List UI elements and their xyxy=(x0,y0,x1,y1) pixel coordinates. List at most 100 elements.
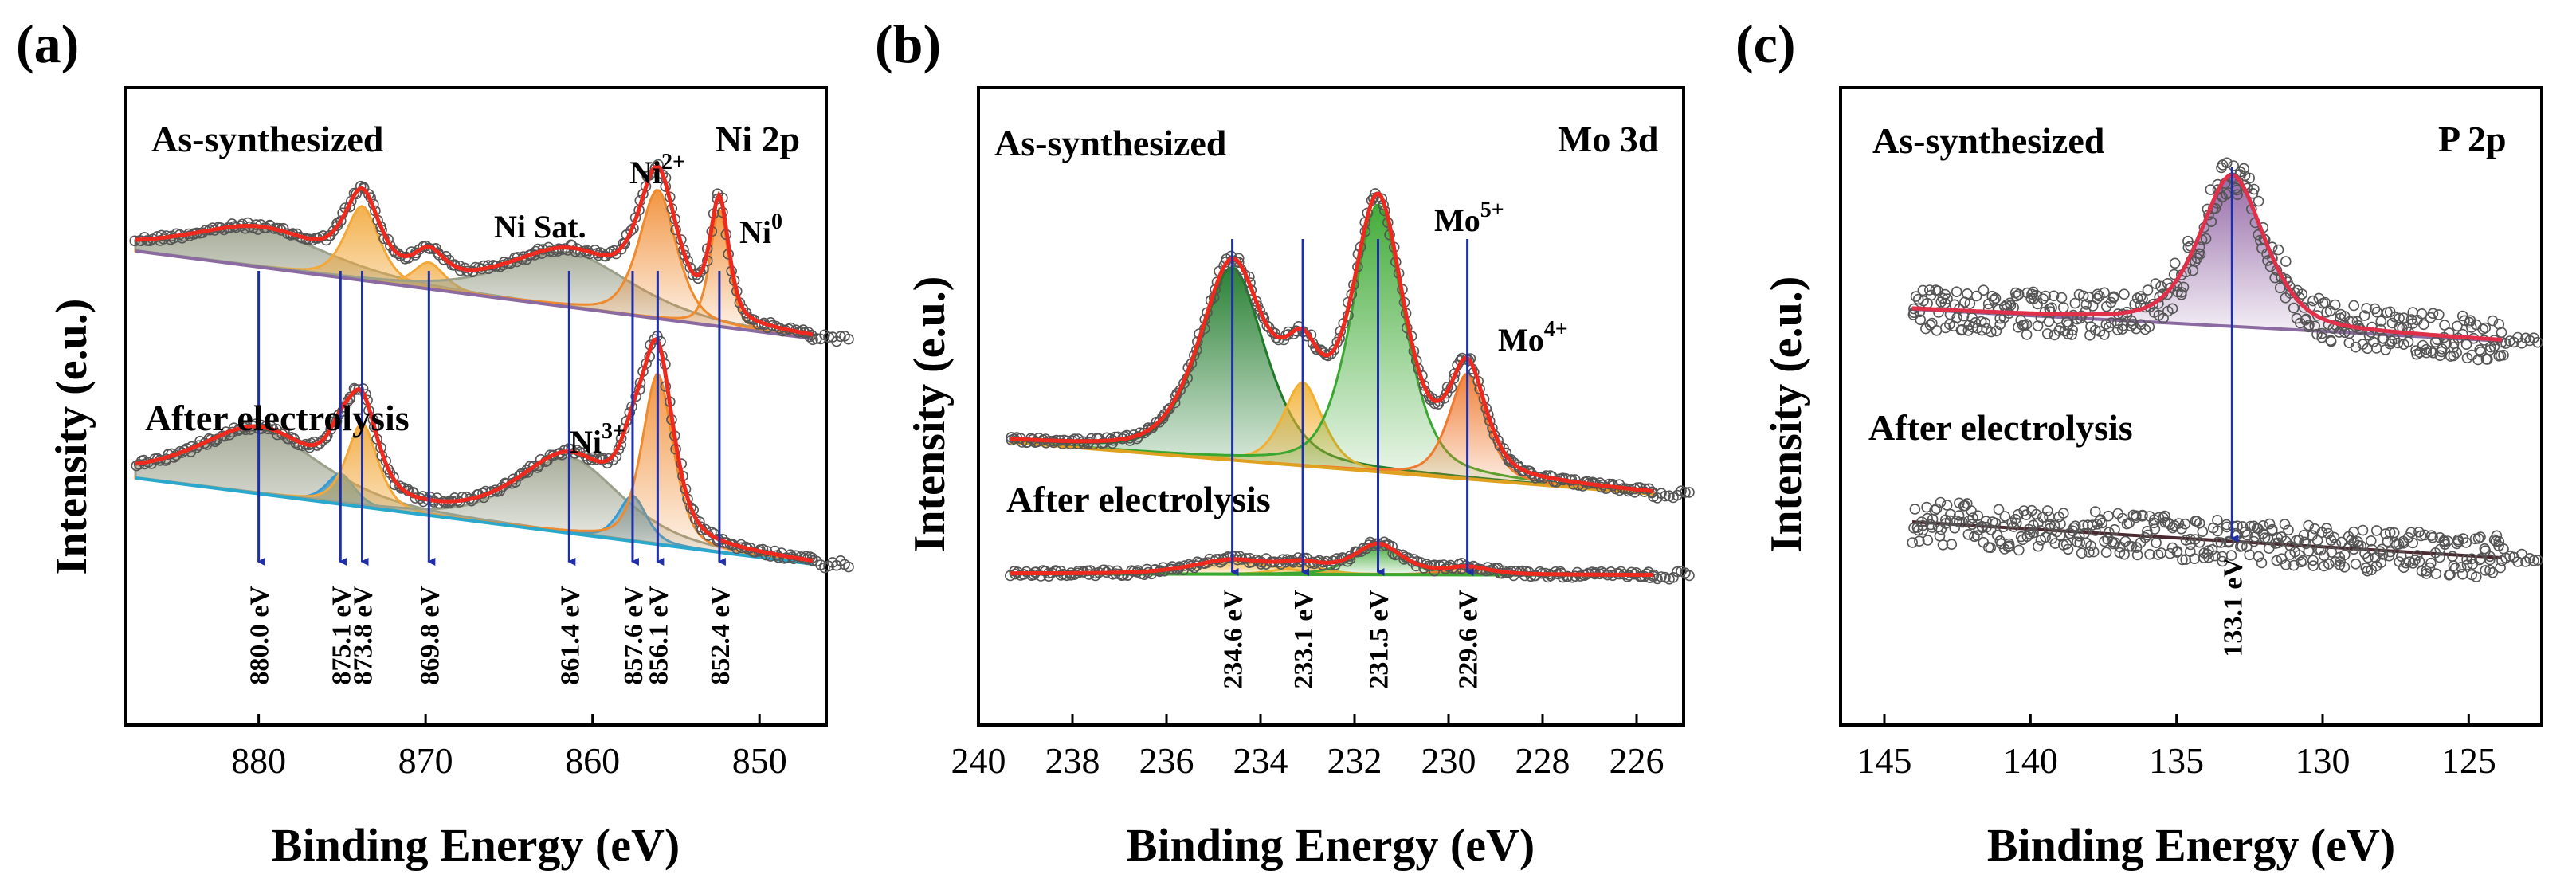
data-point xyxy=(2142,284,2154,296)
data-point xyxy=(1684,570,1695,582)
data-point xyxy=(2013,288,2025,300)
data-point xyxy=(1907,537,1918,548)
data-point xyxy=(2238,163,2249,174)
data-point xyxy=(2144,548,2155,560)
data-point xyxy=(2303,519,2314,531)
panel-c-y-axis-label: Intensity (e.u.) xyxy=(1762,276,1811,553)
data-point xyxy=(2484,564,2496,576)
data-point xyxy=(2253,195,2264,207)
panel-c-x-ticks: 145 140 135 130 125 xyxy=(1857,714,2496,781)
data-point xyxy=(2010,290,2022,302)
x-tick-label: 870 xyxy=(398,740,453,781)
fit-envelope xyxy=(1010,191,1654,493)
data-point xyxy=(2309,320,2320,332)
annotation-label: 234.6 eV xyxy=(1219,590,1249,689)
data-point xyxy=(2384,527,2396,539)
energy-annotations: 234.6 eV 233.1 eV 231.5 eV 229.6 eV xyxy=(1219,239,1484,689)
data-point xyxy=(2279,519,2291,530)
fit-envelope xyxy=(135,336,814,563)
data-point xyxy=(2296,288,2307,300)
data-point xyxy=(2427,308,2439,320)
data-point xyxy=(1660,490,1671,502)
data-point xyxy=(2414,347,2425,359)
panel-a-x-ticks: 880 870 860 850 xyxy=(231,714,787,781)
data-point xyxy=(2028,527,2039,539)
data-point xyxy=(1118,570,1129,581)
data-point xyxy=(2318,560,2330,572)
data-point xyxy=(2005,300,2017,312)
data-point xyxy=(2027,286,2039,298)
data-point xyxy=(2041,328,2053,339)
data-point xyxy=(615,243,627,255)
data-point xyxy=(2307,555,2319,566)
data-point xyxy=(2040,290,2051,302)
fit-envelope xyxy=(1911,173,2503,342)
species-ni3: Ni3+ xyxy=(570,419,625,460)
data-point xyxy=(2386,317,2398,329)
data-point xyxy=(2348,300,2359,312)
data-point xyxy=(2457,568,2468,580)
data-point xyxy=(1931,324,1943,336)
data-point xyxy=(2321,523,2332,534)
series-as-synthesized xyxy=(1006,188,1695,504)
data-point xyxy=(2307,295,2319,307)
data-point xyxy=(2215,537,2227,548)
x-tick-label: 135 xyxy=(2149,740,2204,781)
data-point xyxy=(2455,562,2467,573)
data-point xyxy=(1946,539,1958,551)
data-point xyxy=(1269,327,1280,339)
data-point xyxy=(1967,512,1978,523)
data-point xyxy=(1991,529,2003,541)
data-point xyxy=(2419,529,2430,541)
data-point xyxy=(1513,461,1524,473)
data-point xyxy=(2358,310,2370,321)
panel-c-x-axis-label: Binding Energy (eV) xyxy=(1987,819,2395,871)
data-point xyxy=(1261,320,1272,331)
data-point xyxy=(1954,516,1965,528)
data-point xyxy=(835,555,846,566)
data-point xyxy=(2296,556,2307,568)
annotation-label: 875.1 eV xyxy=(327,586,356,685)
panel-a-label: (a) xyxy=(16,14,79,74)
data-point xyxy=(2197,526,2209,538)
data-point xyxy=(2048,290,2060,302)
data-point xyxy=(2294,550,2305,561)
data-point xyxy=(2264,518,2276,530)
data-point xyxy=(2304,320,2315,331)
data-point xyxy=(2092,292,2103,304)
data-point xyxy=(2374,546,2386,558)
annotation-label: 133.1 eV xyxy=(2218,558,2248,657)
annotation-label: 869.8 eV xyxy=(415,586,445,685)
data-point xyxy=(2249,535,2260,547)
data-point xyxy=(2253,551,2264,563)
data-point xyxy=(2298,302,2310,313)
data-point xyxy=(2088,546,2100,558)
data-point xyxy=(2185,546,2196,558)
data-point xyxy=(843,333,854,345)
data-point xyxy=(2471,571,2482,582)
data-point xyxy=(2191,516,2202,527)
data-point xyxy=(2272,244,2284,256)
data-point xyxy=(1085,433,1097,445)
data-point xyxy=(2089,324,2101,336)
data-point xyxy=(2339,549,2351,561)
data-point xyxy=(2385,546,2396,558)
data-point xyxy=(2037,293,2049,304)
annotation-label: 857.6 eV xyxy=(619,586,649,685)
data-point xyxy=(344,391,356,403)
data-point xyxy=(1368,193,1379,204)
data-point xyxy=(2448,560,2460,571)
data-point xyxy=(2498,349,2509,361)
data-point xyxy=(2427,347,2439,359)
panel-b-bottom-label: After electrolysis xyxy=(1006,479,1271,519)
data-point xyxy=(2418,319,2429,331)
fit-envelope xyxy=(135,163,814,337)
data-point xyxy=(2106,317,2117,328)
data-point xyxy=(2178,281,2190,293)
data-point xyxy=(1103,565,1115,577)
data-point xyxy=(2069,297,2081,309)
data-point xyxy=(1426,393,1438,404)
data-point xyxy=(2427,531,2438,543)
annotation-label: 229.6 eV xyxy=(1454,590,1484,689)
panel-c-frame xyxy=(1839,86,2543,727)
